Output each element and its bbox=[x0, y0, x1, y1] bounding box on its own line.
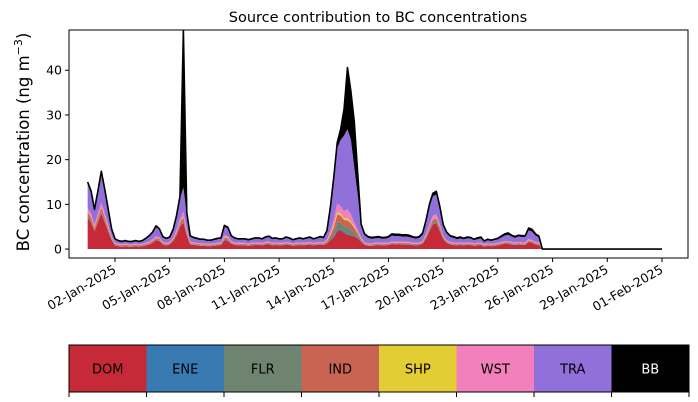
legend-swatch-flr bbox=[224, 345, 302, 392]
x-axis: 02-Jan-202505-Jan-202508-Jan-202511-Jan-… bbox=[45, 258, 666, 314]
legend-swatch-dom bbox=[69, 345, 147, 392]
area-flr bbox=[87, 211, 662, 250]
legend-label-tra: TRA bbox=[559, 363, 585, 378]
total-concentration-line bbox=[86, 29, 662, 250]
legend-swatch-ind bbox=[301, 345, 380, 392]
y-tick-label: 10 bbox=[46, 197, 62, 212]
y-axis-label-suffix: ) bbox=[14, 33, 33, 39]
y-tick-label: 30 bbox=[46, 107, 62, 122]
legend-swatch-shp bbox=[379, 345, 457, 392]
area-bb bbox=[87, 30, 662, 250]
area-ene bbox=[87, 212, 662, 250]
legend-swatch-ene bbox=[146, 345, 225, 392]
legend-swatch-bb bbox=[611, 345, 690, 392]
legend-label-bb: BB bbox=[641, 363, 659, 378]
y-axis-label-main: BC concentration (ng m bbox=[14, 55, 33, 251]
y-axis-label: BC concentration (ng m−3) bbox=[12, 33, 33, 252]
area-ind bbox=[87, 207, 662, 250]
legend-label-ene: ENE bbox=[172, 363, 198, 378]
plot-frame bbox=[68, 29, 689, 259]
y-axis: 0 10 20 30 40 bbox=[46, 63, 69, 257]
source-legend-bar: DOM ENE FLR IND SHP WST TRA BB bbox=[68, 344, 690, 397]
legend-swatch-tra bbox=[534, 345, 612, 392]
chart-title: Source contribution to BC concentrations bbox=[229, 10, 527, 26]
total-line bbox=[86, 29, 662, 250]
legend-swatch-wst bbox=[456, 345, 535, 392]
stacked-areas bbox=[87, 30, 662, 250]
legend-label-wst: WST bbox=[481, 363, 510, 378]
y-tick-label: 0 bbox=[54, 242, 62, 257]
legend-label-ind: IND bbox=[328, 363, 352, 378]
area-tra bbox=[87, 129, 662, 250]
y-axis-label-group: BC concentration (ng m−3) bbox=[12, 33, 33, 252]
legend-label-shp: SHP bbox=[405, 363, 431, 378]
legend-label-dom: DOM bbox=[92, 363, 123, 378]
y-axis-label-superscript: −3 bbox=[12, 39, 25, 55]
y-tick-label: 20 bbox=[46, 152, 62, 167]
legend-label-flr: FLR bbox=[251, 363, 275, 378]
y-tick-label: 40 bbox=[46, 63, 62, 78]
